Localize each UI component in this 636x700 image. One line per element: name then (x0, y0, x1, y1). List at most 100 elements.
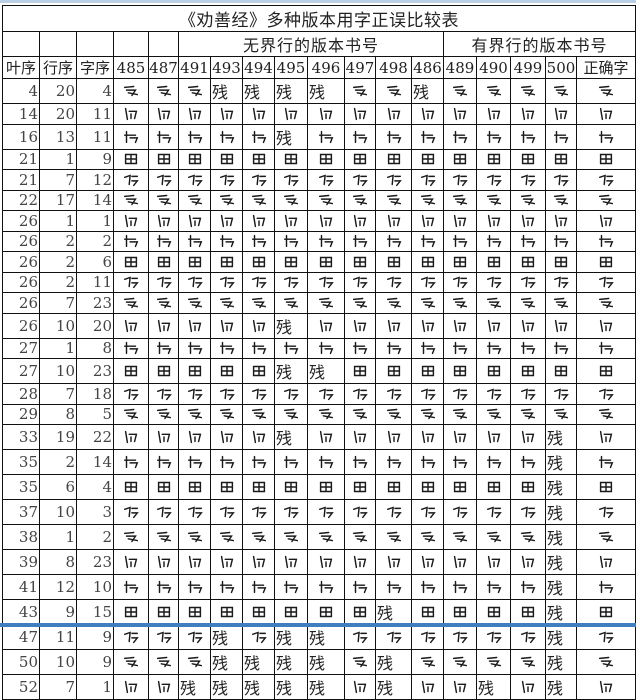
handwritten-glyph-icon (487, 481, 500, 493)
handwritten-glyph-icon (452, 388, 468, 400)
handwritten-glyph-icon (352, 455, 368, 469)
correct-glyph (575, 251, 636, 273)
glyph-cell (375, 230, 412, 252)
cell-char: 23 (76, 292, 114, 314)
glyph-cell (344, 524, 376, 550)
glyph-cell (148, 499, 179, 525)
handwritten-glyph-icon (319, 107, 333, 120)
glyph-cell (411, 674, 444, 700)
handwritten-glyph-icon (553, 276, 569, 289)
glyph-cell (510, 123, 546, 150)
glyph-cell (113, 424, 149, 450)
handwritten-glyph-icon (251, 195, 266, 206)
glyph-cell (307, 230, 345, 252)
handwritten-glyph-icon (598, 130, 614, 143)
handwritten-glyph-icon (156, 388, 172, 400)
handwritten-glyph-icon (486, 342, 501, 355)
damaged-cell: 残 (307, 674, 345, 700)
handwritten-glyph-icon (157, 481, 170, 493)
handwritten-glyph-icon (352, 130, 368, 143)
cell-line: 1 (39, 210, 77, 232)
damaged-cell: 残 (274, 649, 308, 675)
correct-glyph (575, 312, 636, 339)
handwritten-glyph-icon (487, 154, 500, 165)
handwritten-glyph-icon (251, 388, 267, 400)
glyph-cell (178, 524, 211, 550)
handwritten-glyph-icon (420, 409, 435, 420)
handwritten-glyph-icon (487, 319, 500, 332)
damaged-cell: 残 (274, 123, 308, 150)
glyph-cell (411, 271, 444, 293)
glyph-cell (113, 549, 149, 575)
column-header: 489 (443, 56, 477, 79)
glyph-cell (210, 123, 243, 150)
glyph-cell (274, 230, 308, 252)
glyph-cell (510, 599, 546, 625)
handwritten-glyph-icon (157, 555, 170, 569)
handwritten-glyph-icon (387, 319, 400, 332)
column-header: 495 (274, 56, 308, 79)
glyph-cell (242, 123, 275, 150)
glyph-cell (443, 358, 477, 384)
handwritten-glyph-icon (251, 631, 267, 644)
correct-glyph (575, 549, 636, 575)
handwritten-glyph-icon (487, 107, 500, 120)
handwritten-glyph-icon (220, 214, 233, 227)
handwritten-glyph-icon (353, 319, 367, 332)
handwritten-glyph-icon (124, 107, 138, 120)
handwritten-glyph-icon (123, 130, 139, 143)
glyph-cell (443, 574, 477, 600)
table-row: 52 7 1 残残残残残残残残 (2, 674, 636, 700)
glyph-cell (375, 574, 412, 600)
glyph-cell (344, 499, 376, 525)
handwritten-glyph-icon (554, 365, 568, 377)
glyph-cell (113, 169, 149, 191)
glyph-cell (510, 189, 546, 211)
glyph-cell (307, 474, 345, 500)
handwritten-glyph-icon (251, 276, 267, 289)
handwritten-glyph-icon (352, 297, 368, 308)
cell-leaf: 14 (2, 103, 40, 125)
cell-line: 7 (39, 674, 77, 700)
table-row: 22 17 14 (2, 189, 636, 211)
glyph-cell (510, 549, 546, 575)
handwritten-glyph-icon (157, 319, 170, 332)
handwritten-glyph-icon (187, 388, 203, 400)
handwritten-glyph-icon (124, 214, 138, 227)
handwritten-glyph-icon (521, 430, 535, 444)
glyph-cell (113, 230, 149, 252)
handwritten-glyph-icon (420, 631, 436, 644)
handwritten-glyph-icon (453, 214, 467, 227)
glyph-cell (344, 337, 376, 359)
handwritten-glyph-icon (553, 342, 569, 355)
glyph-cell (510, 499, 546, 525)
glyph-cell (242, 424, 275, 450)
empty-cell (148, 31, 179, 57)
handwritten-glyph-icon (252, 430, 265, 444)
glyph-cell (113, 574, 149, 600)
handwritten-glyph-icon (252, 365, 265, 377)
glyph-cell (411, 383, 444, 405)
table-row: 38 1 2 残 (2, 524, 636, 550)
handwritten-glyph-icon (252, 256, 265, 267)
table-row: 21 7 12 (2, 169, 636, 191)
glyph-cell (476, 474, 511, 500)
handwritten-glyph-icon (421, 107, 434, 120)
handwritten-glyph-icon (156, 656, 171, 668)
handwritten-glyph-icon (156, 455, 171, 469)
damaged-cell: 残 (274, 624, 308, 650)
handwritten-glyph-icon (420, 388, 436, 400)
glyph-cell (344, 574, 376, 600)
handwritten-glyph-icon (521, 680, 535, 694)
handwritten-glyph-icon (123, 388, 139, 400)
correct-glyph (575, 449, 636, 475)
handwritten-glyph-icon (452, 531, 468, 543)
glyph-cell (443, 230, 477, 252)
handwritten-glyph-icon (387, 256, 400, 267)
cell-leaf: 26 (2, 210, 40, 232)
cell-char: 20 (76, 312, 114, 339)
handwritten-glyph-icon (599, 606, 613, 618)
cell-char: 2 (76, 524, 114, 550)
glyph-cell (307, 103, 345, 125)
glyph-cell (242, 271, 275, 293)
